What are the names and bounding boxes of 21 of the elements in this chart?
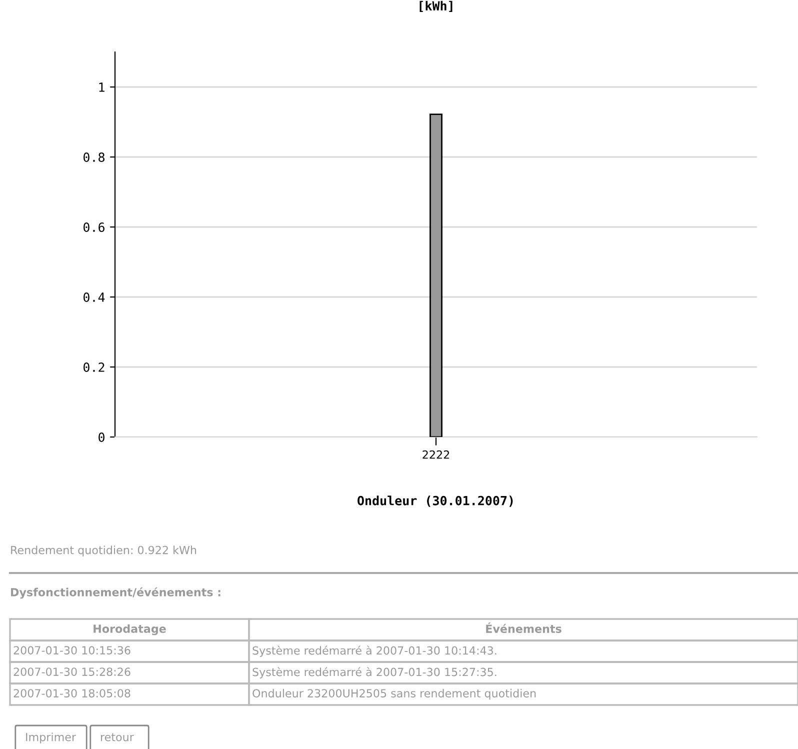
text: retour bbox=[101, 733, 134, 742]
text: Rendement quotidien: 0.922 kWh bbox=[11, 546, 196, 556]
y-tick-label: 0 bbox=[98, 432, 104, 442]
text: Événements bbox=[486, 622, 562, 633]
y-tick-label: 0.4 bbox=[84, 292, 105, 302]
y-tick-label: 0.8 bbox=[84, 152, 104, 162]
text: 2007-01-30 18:05:08 bbox=[14, 689, 130, 698]
y-tick-label: 0.2 bbox=[84, 362, 104, 372]
y-tick-label: 0.6 bbox=[84, 222, 104, 232]
text: Horodatage bbox=[94, 624, 166, 636]
x-axis-title: Onduleur (30.01.2007) bbox=[358, 496, 513, 507]
text: 2007-01-30 10:15:36 bbox=[14, 646, 130, 654]
text: 2007-01-30 15:28:26 bbox=[14, 668, 130, 676]
text: Dysfonctionnement/événements : bbox=[11, 587, 220, 599]
text: Imprimer bbox=[26, 732, 76, 744]
text: Système redémarré à 2007-01-30 15:27:35. bbox=[252, 667, 496, 678]
y-tick-label: 1 bbox=[99, 82, 104, 92]
chart-title: [kWh] bbox=[420, 0, 452, 12]
text: Système redémarré à 2007-01-30 10:14:43. bbox=[252, 646, 496, 657]
x-tick-label: 2222 bbox=[422, 450, 450, 459]
text: Onduleur 23200UH2505 sans rendement quotidien bbox=[252, 688, 536, 700]
